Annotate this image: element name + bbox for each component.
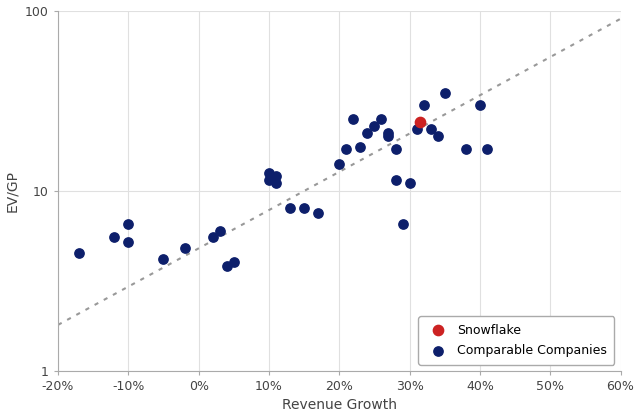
- Comparable Companies: [482, 146, 492, 153]
- Comparable Companies: [228, 259, 239, 266]
- Comparable Companies: [404, 180, 415, 186]
- Comparable Companies: [390, 146, 401, 153]
- Comparable Companies: [334, 161, 344, 168]
- Comparable Companies: [433, 133, 443, 140]
- Comparable Companies: [412, 126, 422, 133]
- Comparable Companies: [124, 239, 134, 245]
- Comparable Companies: [124, 221, 134, 228]
- Comparable Companies: [214, 227, 225, 234]
- Comparable Companies: [440, 89, 450, 96]
- Comparable Companies: [341, 146, 351, 153]
- Comparable Companies: [426, 126, 436, 133]
- Comparable Companies: [264, 170, 274, 176]
- Comparable Companies: [376, 116, 387, 122]
- Comparable Companies: [313, 210, 323, 217]
- Comparable Companies: [271, 173, 281, 180]
- Comparable Companies: [271, 180, 281, 186]
- Comparable Companies: [109, 234, 120, 241]
- Y-axis label: EV/GP: EV/GP: [6, 170, 20, 212]
- Comparable Companies: [264, 176, 274, 183]
- Comparable Companies: [419, 102, 429, 108]
- Comparable Companies: [461, 146, 471, 153]
- Comparable Companies: [390, 176, 401, 183]
- Comparable Companies: [221, 263, 232, 270]
- Comparable Companies: [179, 245, 189, 252]
- Comparable Companies: [362, 129, 372, 136]
- Comparable Companies: [475, 102, 485, 108]
- Comparable Companies: [383, 129, 394, 136]
- Comparable Companies: [74, 250, 84, 257]
- Snowflake: [415, 119, 425, 125]
- Comparable Companies: [207, 234, 218, 241]
- Comparable Companies: [397, 221, 408, 228]
- X-axis label: Revenue Growth: Revenue Growth: [282, 398, 397, 413]
- Comparable Companies: [348, 116, 358, 122]
- Comparable Companies: [355, 143, 365, 150]
- Comparable Companies: [369, 122, 380, 129]
- Comparable Companies: [299, 205, 309, 212]
- Legend: Snowflake, Comparable Companies: Snowflake, Comparable Companies: [418, 316, 614, 364]
- Comparable Companies: [285, 205, 295, 212]
- Comparable Companies: [158, 255, 168, 262]
- Comparable Companies: [383, 133, 394, 140]
